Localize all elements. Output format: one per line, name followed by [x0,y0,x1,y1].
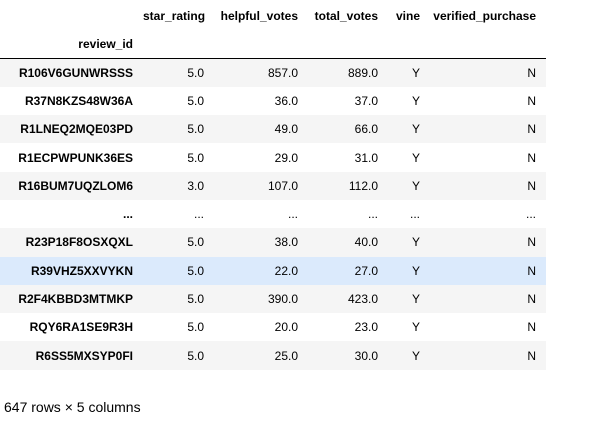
verified-purchase-cell: N [527,263,536,278]
header-blank [308,30,388,59]
index-name-row: review_id [0,30,546,59]
header-blank [143,30,214,59]
column-header: helpful_votes [220,9,298,23]
helpful-votes-cell: 36.0 [274,93,298,108]
table-row: RQY6RA1SE9R3H 5.0 20.0 23.0 Y N [0,313,546,342]
vine-cell: Y [411,292,420,307]
table-row: R16BUM7UQZLOM6 3.0 107.0 112.0 Y N [0,171,546,200]
total-votes-cell: 112.0 [348,178,378,193]
total-votes-cell: 27.0 [354,263,378,278]
column-header: vine [395,9,420,23]
index-name-header: review_id [0,30,143,59]
verified-purchase-cell: N [527,93,536,108]
dataframe-shape-summary: 647 rows × 5 columns [4,399,141,415]
helpful-votes-cell: 22.0 [274,263,298,278]
helpful-votes-cell: 20.0 [274,320,298,335]
verified-purchase-cell: N [527,122,536,137]
total-votes-cell: 30.0 [354,348,378,363]
star-rating-cell: 5.0 [187,348,204,363]
helpful-votes-cell: 29.0 [274,150,298,165]
column-header: star_rating [143,9,206,23]
helpful-votes-cell: 25.0 [274,348,298,363]
header-blank [388,30,430,59]
vine-cell: Y [411,263,420,278]
total-votes-cell: 40.0 [354,235,378,250]
row-index-label: R1ECPWPUNK36ES [18,150,133,165]
total-votes-cell: 23.0 [354,320,378,335]
helpful-votes-cell: 107.0 [267,178,298,193]
vine-cell: Y [411,178,420,193]
star-rating-cell: 5.0 [187,122,204,137]
helpful-votes-cell: 857.0 [267,65,298,80]
table-body: R106V6GUNWRSSS 5.0 857.0 889.0 Y N R37N8KZS48W… [0,58,546,370]
table-row: R1ECPWPUNK36ES 5.0 29.0 31.0 Y N [0,143,546,172]
total-votes-cell: ... [367,207,378,222]
row-index-label: R106V6GUNWRSSS [18,65,133,80]
star-rating-cell: 5.0 [187,292,204,307]
star-rating-cell: 5.0 [187,320,204,335]
vine-cell: Y [411,348,420,363]
total-votes-cell: 37.0 [354,93,378,108]
star-rating-cell: 5.0 [187,263,204,278]
row-index-label: R37N8KZS48W36A [24,93,133,108]
row-index-label: R16BUM7UQZLOM6 [18,178,133,193]
header-blank [430,30,546,59]
table-row: R2F4KBBD3MTMKP 5.0 390.0 423.0 Y N [0,284,546,314]
row-index-label: R1LNEQ2MQE03PD [20,122,133,137]
table-row: R39VHZ5XXVYKN 5.0 22.0 27.0 Y N [0,256,546,285]
vine-cell: Y [411,122,420,137]
dataframe-output: star_rating helpful_votes total_votes vi… [0,0,546,370]
star-rating-cell: ... [193,207,204,222]
total-votes-cell: 66.0 [354,122,378,137]
helpful-votes-cell: 49.0 [274,122,298,137]
total-votes-cell: 31.0 [354,150,378,165]
vine-cell: Y [411,65,420,80]
star-rating-cell: 5.0 [187,65,204,80]
index-header-blank [0,0,143,30]
vine-cell: Y [411,150,420,165]
vine-cell: Y [411,320,420,335]
helpful-votes-cell: 38.0 [274,235,298,250]
row-index-label: RQY6RA1SE9R3H [29,320,133,335]
vine-cell: Y [411,93,420,108]
star-rating-cell: 5.0 [187,150,204,165]
row-index-label: R23P18F8OSXQXL [25,235,133,250]
table-row: R106V6GUNWRSSS 5.0 857.0 889.0 Y N [0,58,546,87]
table-row: .................. [0,199,546,229]
helpful-votes-cell: 390.0 [267,292,298,307]
verified-purchase-cell: N [527,292,536,307]
dataframe-table: star_rating helpful_votes total_votes vi… [0,0,546,370]
row-index-label: R6SS5MXSYP0FI [35,348,133,363]
star-rating-cell: 5.0 [187,235,204,250]
verified-purchase-cell: N [527,320,536,335]
column-header-row: star_rating helpful_votes total_votes vi… [0,0,546,30]
table-row: R6SS5MXSYP0FI 5.0 25.0 30.0 Y N [0,341,546,370]
verified-purchase-cell: N [527,235,536,250]
table-row: R37N8KZS48W36A 5.0 36.0 37.0 Y N [0,86,546,116]
verified-purchase-cell: N [527,150,536,165]
header-blank [214,30,308,59]
row-index-label: ... [122,207,133,222]
verified-purchase-cell: N [527,348,536,363]
column-header: total_votes [314,9,378,23]
column-header: verified_purchase [433,9,536,23]
total-votes-cell: 423.0 [347,292,378,307]
vine-cell: Y [411,235,420,250]
verified-purchase-cell: N [527,65,536,80]
verified-purchase-cell: ... [525,207,536,222]
helpful-votes-cell: ... [287,207,298,222]
table-row: R1LNEQ2MQE03PD 5.0 49.0 66.0 Y N [0,115,546,144]
row-index-label: R39VHZ5XXVYKN [30,263,133,278]
vine-cell: ... [409,207,420,222]
star-rating-cell: 3.0 [187,178,204,193]
table-header: star_rating helpful_votes total_votes vi… [0,0,546,59]
row-index-label: R2F4KBBD3MTMKP [18,292,133,307]
star-rating-cell: 5.0 [187,93,204,108]
verified-purchase-cell: N [527,178,536,193]
total-votes-cell: 889.0 [347,65,378,80]
table-row: R23P18F8OSXQXL 5.0 38.0 40.0 Y N [0,228,546,257]
